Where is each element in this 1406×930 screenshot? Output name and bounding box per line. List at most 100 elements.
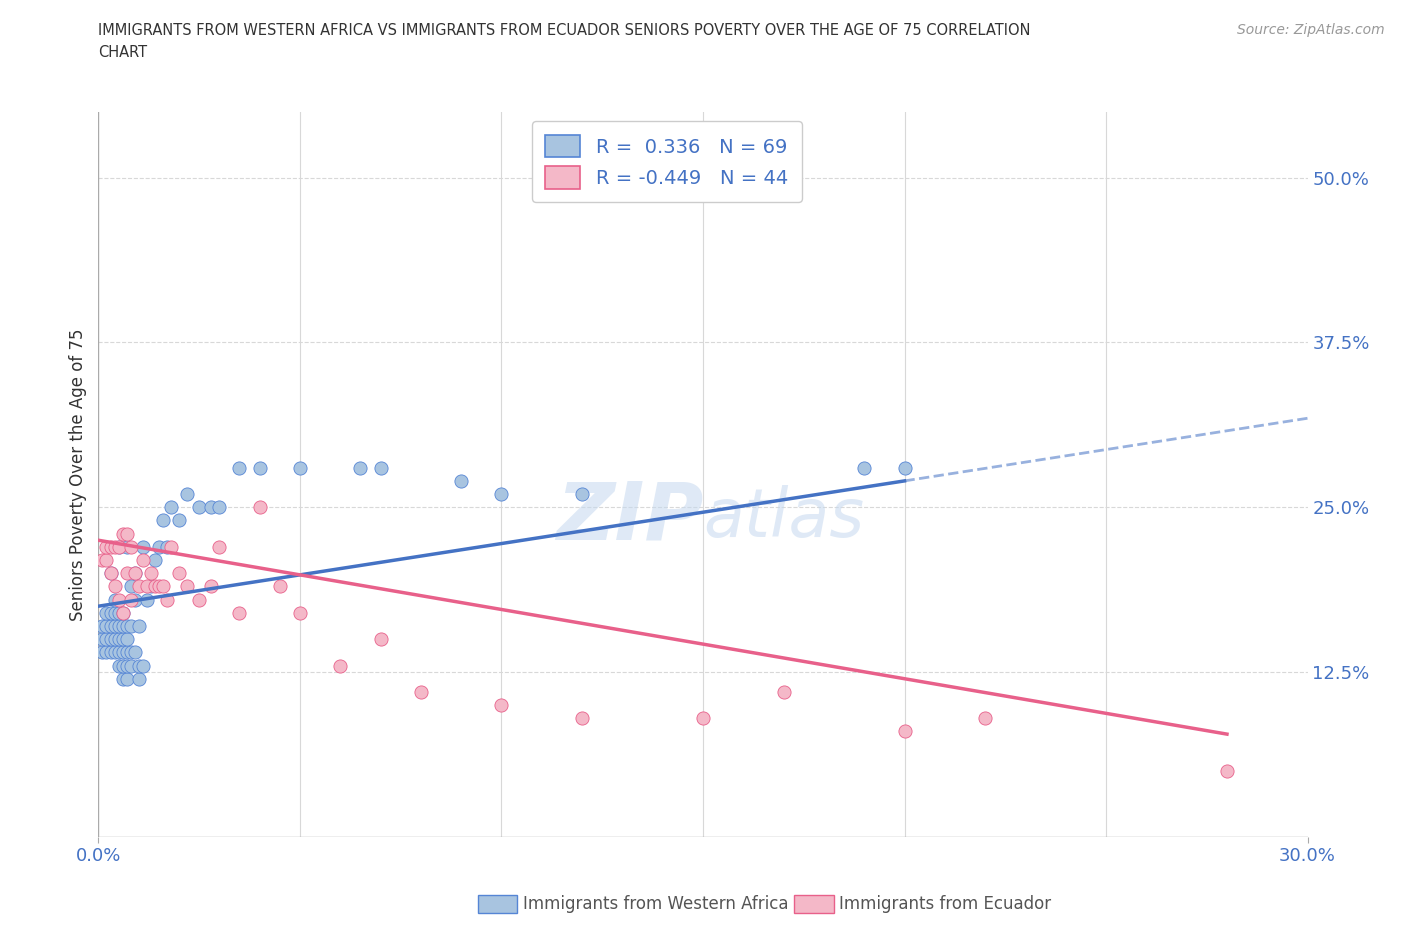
Text: IMMIGRANTS FROM WESTERN AFRICA VS IMMIGRANTS FROM ECUADOR SENIORS POVERTY OVER T: IMMIGRANTS FROM WESTERN AFRICA VS IMMIGR… bbox=[98, 23, 1031, 38]
Point bbox=[96, 552, 118, 567]
Point bbox=[107, 592, 129, 607]
Point bbox=[107, 539, 129, 554]
Point bbox=[148, 579, 170, 594]
Point bbox=[96, 631, 118, 646]
Point bbox=[103, 605, 125, 620]
Point bbox=[176, 486, 198, 501]
Point bbox=[111, 618, 134, 633]
Point bbox=[571, 711, 593, 725]
Point bbox=[160, 539, 183, 554]
Point bbox=[152, 579, 174, 594]
Point bbox=[128, 658, 150, 673]
Point bbox=[853, 460, 876, 475]
Point bbox=[143, 552, 166, 567]
Point bbox=[188, 592, 211, 607]
Point bbox=[148, 539, 170, 554]
Point bbox=[120, 579, 142, 594]
Point bbox=[107, 631, 129, 646]
Point bbox=[96, 605, 118, 620]
Point bbox=[103, 579, 125, 594]
Point bbox=[249, 460, 271, 475]
Point bbox=[111, 671, 134, 686]
Point bbox=[120, 644, 142, 659]
Legend: R =  0.336   N = 69, R = -0.449   N = 44: R = 0.336 N = 69, R = -0.449 N = 44 bbox=[531, 121, 801, 202]
Point bbox=[139, 565, 162, 580]
Point bbox=[128, 618, 150, 633]
Y-axis label: Seniors Poverty Over the Age of 75: Seniors Poverty Over the Age of 75 bbox=[69, 328, 87, 620]
Point bbox=[115, 618, 138, 633]
Point bbox=[107, 644, 129, 659]
Point bbox=[115, 658, 138, 673]
Point bbox=[100, 618, 122, 633]
Point bbox=[370, 631, 392, 646]
Point bbox=[111, 644, 134, 659]
Point bbox=[269, 579, 291, 594]
Point bbox=[124, 644, 146, 659]
Point bbox=[96, 539, 118, 554]
Point bbox=[100, 605, 122, 620]
Point bbox=[491, 486, 513, 501]
Point bbox=[249, 499, 271, 514]
Point bbox=[111, 658, 134, 673]
Text: Immigrants from Western Africa: Immigrants from Western Africa bbox=[523, 895, 789, 913]
Point bbox=[91, 644, 114, 659]
Point bbox=[115, 644, 138, 659]
Point bbox=[176, 579, 198, 594]
Point bbox=[124, 565, 146, 580]
Point bbox=[115, 539, 138, 554]
Point bbox=[128, 579, 150, 594]
Point bbox=[160, 499, 183, 514]
Point bbox=[132, 552, 155, 567]
Point bbox=[188, 499, 211, 514]
Point bbox=[370, 460, 392, 475]
Point bbox=[156, 539, 179, 554]
Point bbox=[107, 539, 129, 554]
Point bbox=[100, 644, 122, 659]
Point bbox=[974, 711, 997, 725]
Point bbox=[491, 698, 513, 712]
Point bbox=[91, 552, 114, 567]
Point bbox=[772, 684, 794, 699]
Point bbox=[124, 592, 146, 607]
Point bbox=[100, 565, 122, 580]
Point bbox=[111, 605, 134, 620]
Point bbox=[103, 618, 125, 633]
Point bbox=[893, 460, 915, 475]
Point bbox=[228, 460, 250, 475]
Point bbox=[349, 460, 371, 475]
Point bbox=[120, 539, 142, 554]
Point bbox=[132, 539, 155, 554]
Point bbox=[329, 658, 352, 673]
Point bbox=[115, 671, 138, 686]
Point bbox=[120, 658, 142, 673]
Text: Immigrants from Ecuador: Immigrants from Ecuador bbox=[839, 895, 1052, 913]
Point bbox=[103, 592, 125, 607]
Point bbox=[103, 631, 125, 646]
Point bbox=[143, 579, 166, 594]
Point bbox=[288, 605, 311, 620]
Point bbox=[107, 658, 129, 673]
Point bbox=[139, 579, 162, 594]
Point bbox=[115, 526, 138, 541]
Point bbox=[91, 618, 114, 633]
Point bbox=[103, 539, 125, 554]
Point bbox=[288, 460, 311, 475]
Point bbox=[96, 618, 118, 633]
Point bbox=[96, 644, 118, 659]
Point bbox=[115, 631, 138, 646]
Point bbox=[692, 711, 714, 725]
Point bbox=[100, 631, 122, 646]
Text: ZIP: ZIP bbox=[555, 479, 703, 557]
Point bbox=[124, 565, 146, 580]
Text: atlas: atlas bbox=[703, 485, 865, 551]
Text: CHART: CHART bbox=[98, 45, 148, 60]
Point bbox=[111, 631, 134, 646]
Point bbox=[103, 644, 125, 659]
Point bbox=[893, 724, 915, 739]
Point bbox=[128, 671, 150, 686]
Point bbox=[152, 513, 174, 528]
Point bbox=[135, 592, 157, 607]
Point bbox=[450, 473, 472, 488]
Point bbox=[135, 579, 157, 594]
Point bbox=[208, 499, 231, 514]
